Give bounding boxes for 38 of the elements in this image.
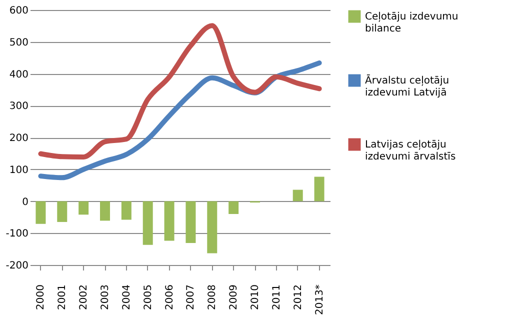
bar bbox=[292, 190, 303, 202]
x-tick-label: 2013* bbox=[314, 284, 326, 315]
x-tick-label: 2005 bbox=[142, 284, 154, 310]
x-tick-label: 2002 bbox=[78, 284, 90, 310]
bar bbox=[228, 201, 239, 214]
y-tick-label: -100 bbox=[6, 228, 28, 240]
bar bbox=[314, 176, 324, 202]
x-tick-label: 2004 bbox=[121, 284, 132, 310]
x-tick-label: 2000 bbox=[36, 284, 47, 310]
x-tick-label: 2001 bbox=[57, 284, 68, 310]
bar bbox=[142, 201, 153, 245]
x-tick-label: 2011 bbox=[271, 284, 282, 310]
y-tick-label: 100 bbox=[9, 164, 28, 176]
legend-label: Latvijas ceļotāju izdevumi ārvalstīs bbox=[365, 140, 456, 162]
x-tick-label: 2007 bbox=[186, 284, 197, 310]
y-tick-label: 300 bbox=[9, 101, 28, 112]
x-tick-label: 2006 bbox=[164, 284, 176, 310]
bar bbox=[186, 201, 196, 244]
bar bbox=[57, 201, 68, 222]
x-tick-label: 2008 bbox=[207, 284, 218, 310]
y-tick-label: -200 bbox=[6, 260, 28, 272]
y-tick-label: 600 bbox=[9, 6, 28, 16]
x-tick-label: 2003 bbox=[100, 284, 111, 310]
y-tick-label: 500 bbox=[9, 37, 28, 48]
x-tick-label: 2010 bbox=[250, 284, 261, 310]
bar bbox=[121, 201, 132, 220]
legend-label: Ārvalstu ceļotāju izdevumi Latvijā bbox=[365, 74, 450, 98]
bar bbox=[78, 201, 89, 215]
y-tick-label: 400 bbox=[9, 69, 28, 80]
bar bbox=[207, 201, 218, 254]
bar bbox=[100, 201, 110, 221]
x-tick-label: 2009 bbox=[228, 284, 240, 310]
y-tick-label: 0 bbox=[22, 196, 28, 208]
bar bbox=[36, 201, 46, 224]
bar bbox=[164, 201, 174, 241]
legend-label: Ceļotāju izdevumu bilance bbox=[365, 12, 458, 34]
x-tick-label: 2012 bbox=[292, 284, 304, 310]
y-tick-label: 200 bbox=[9, 133, 28, 144]
